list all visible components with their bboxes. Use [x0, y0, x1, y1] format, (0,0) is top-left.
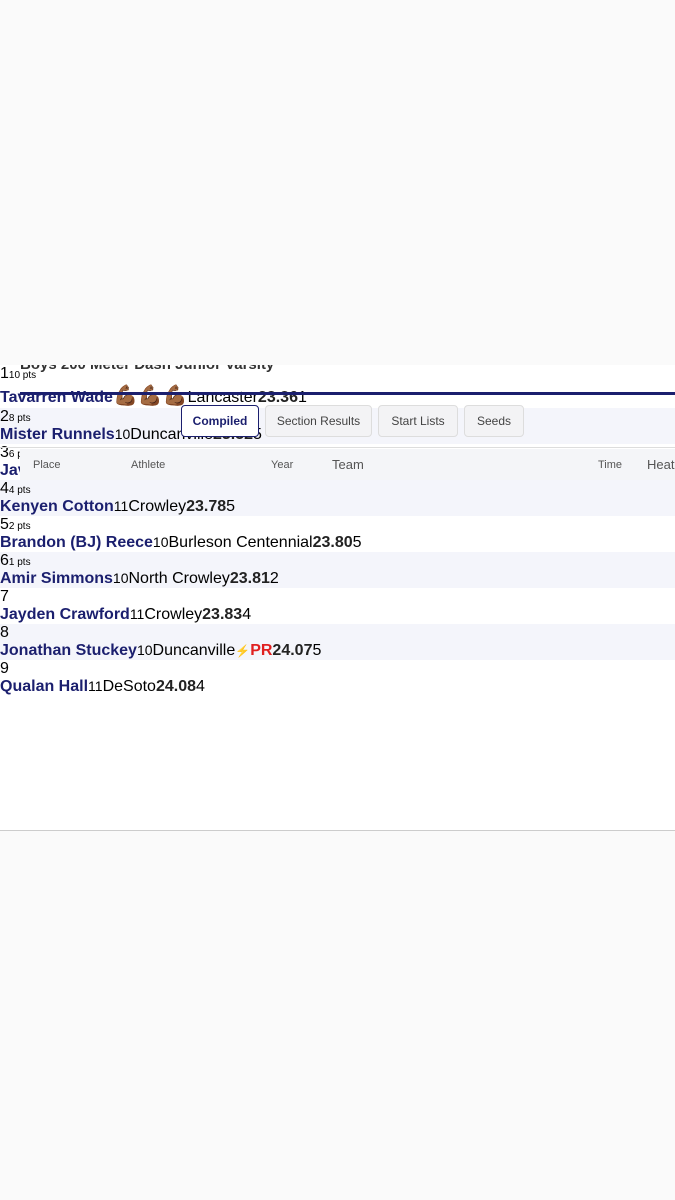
heat: 5	[312, 642, 322, 659]
divider	[0, 447, 675, 448]
header: Team	[332, 457, 364, 472]
tab[interactable]: Seeds	[464, 405, 524, 437]
divider	[20, 392, 675, 395]
points: 4 pts	[8, 485, 31, 496]
header: Heat	[647, 457, 675, 472]
points: 2 pts	[8, 521, 31, 532]
team[interactable]: Crowley	[144, 606, 203, 623]
place: 5	[0, 516, 9, 533]
year: 11	[88, 678, 103, 694]
place: 8	[0, 624, 9, 641]
points: 6 pts	[8, 449, 31, 460]
year: 10	[152, 534, 169, 550]
points: 10 pts	[8, 370, 37, 381]
heat: 4	[242, 606, 252, 623]
place: 6	[0, 552, 9, 569]
year: 10	[112, 570, 129, 586]
result-row: 8 Jonathan Stuckey10Duncanville⚡PR24.075	[0, 624, 675, 660]
athlete-name[interactable]: Qualan Hall	[0, 678, 89, 695]
place: 7	[0, 588, 9, 605]
team[interactable]: DeSoto	[102, 678, 156, 695]
tab[interactable]: Section Results	[265, 405, 372, 437]
team[interactable]: Burleson Centennial	[168, 534, 313, 551]
time: 23.80	[312, 534, 353, 551]
athlete-name[interactable]: Mister Runnels	[0, 426, 115, 443]
tab[interactable]: Start Lists	[378, 405, 458, 437]
year: 11	[129, 606, 145, 622]
time: 24.07	[272, 642, 313, 659]
year: 10	[114, 426, 131, 442]
place: 3	[0, 444, 9, 461]
points: 1 pts	[8, 557, 31, 568]
year: 10	[136, 642, 153, 658]
athlete-name[interactable]: Jayden Crawford	[0, 606, 130, 623]
heat: 5	[352, 534, 362, 551]
header: Athlete	[131, 459, 166, 471]
place: 9	[0, 660, 9, 677]
athlete-name[interactable]: Brandon (BJ) Reece	[0, 534, 153, 551]
result-row: 7 Jayden Crawford11Crowley23.834	[0, 588, 675, 624]
time: 24.08	[155, 678, 196, 695]
year: 11	[113, 498, 129, 514]
table-header: Place Athlete Year Team Time Heat	[20, 449, 675, 480]
result-row: 44 pts Kenyen Cotton11Crowley23.785	[0, 480, 675, 516]
heat: 2	[269, 570, 279, 587]
heat: 4	[196, 678, 205, 695]
place: 2	[0, 408, 9, 425]
result-row: 110 pts Tavarren Wade💪🏾💪🏾💪🏾Lancaster23.36…	[0, 365, 675, 408]
heat: 5	[226, 498, 236, 515]
time: 23.81	[229, 570, 270, 587]
athlete-name[interactable]: Kenyen Cotton	[0, 498, 114, 515]
tab[interactable]: Compiled	[181, 405, 259, 437]
pr-badge: PR	[250, 642, 273, 659]
athlete-name[interactable]: Jonathan Stuckey	[0, 642, 137, 659]
header: Place	[33, 459, 61, 471]
place: 4	[0, 480, 9, 497]
team[interactable]: Crowley	[128, 498, 187, 515]
heat: 1	[297, 389, 307, 406]
result-row: 9 Qualan Hall11DeSoto24.084	[0, 660, 675, 696]
emoji: 💪🏾💪🏾💪🏾	[112, 385, 188, 407]
time: 23.78	[186, 498, 227, 515]
header: Time	[598, 459, 623, 471]
time: 23.83	[202, 606, 243, 623]
place: 1	[0, 365, 9, 382]
athlete-name[interactable]: Amir Simmons	[0, 570, 113, 587]
header: Year	[271, 459, 294, 471]
points: 8 pts	[8, 413, 31, 424]
pr-icon: ⚡	[235, 644, 251, 658]
result-row: 52 pts Brandon (BJ) Reece10Burleson Cente…	[0, 516, 675, 552]
team[interactable]: North Crowley	[128, 570, 230, 587]
event-title: Boys 200 Meter Dash Junior Varsity	[20, 365, 274, 373]
results-panel: Boys 200 Meter Dash Junior Varsity Compi…	[0, 365, 675, 831]
result-row: 61 pts Amir Simmons10North Crowley23.812	[0, 552, 675, 588]
team[interactable]: Duncanville	[152, 642, 236, 659]
